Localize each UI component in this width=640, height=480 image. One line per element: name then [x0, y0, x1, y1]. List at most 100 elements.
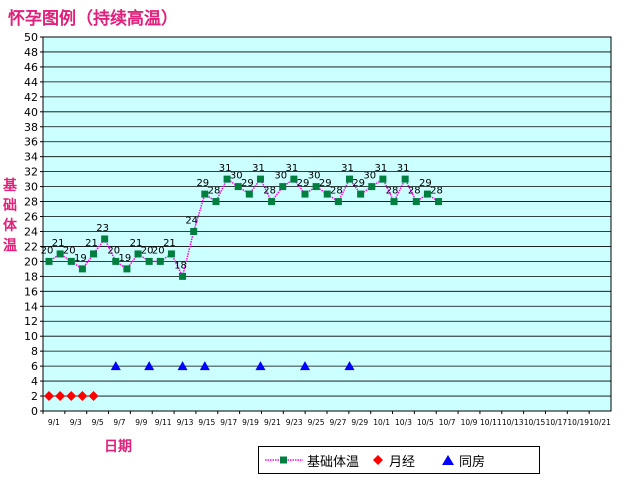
intercourse-marker — [299, 361, 310, 371]
temperature-point — [368, 183, 376, 191]
temperature-data-label: 20 — [41, 245, 54, 256]
legend-temperature-label: 基础体温 — [307, 454, 360, 470]
temperature-data-label: 31 — [341, 163, 354, 174]
temperature-data-label: 24 — [185, 215, 198, 226]
temperature-point — [301, 190, 309, 198]
y-tick-label: 28 — [24, 196, 38, 209]
temperature-data-label: 30 — [274, 171, 287, 182]
temperature-point — [201, 190, 209, 198]
y-tick-label: 8 — [31, 345, 38, 358]
x-tick-label: 9/9 — [135, 418, 147, 427]
temperature-data-label: 21 — [130, 238, 143, 249]
temperature-point — [245, 190, 253, 198]
temperature-data-label: 20 — [63, 245, 76, 256]
y-axis-label: 基础体温 — [3, 178, 17, 254]
temperature-data-label: 20 — [152, 245, 165, 256]
temperature-data-label: 30 — [230, 171, 243, 182]
temperature-point — [279, 183, 287, 191]
x-tick-label: 9/1 — [48, 418, 60, 427]
legend: 基础体温 月经 同房 — [258, 446, 540, 474]
x-tick-label: 9/25 — [308, 418, 325, 427]
temperature-point — [401, 175, 409, 183]
x-tick-label: 10/1 — [373, 418, 390, 427]
temperature-data-label: 28 — [408, 186, 421, 197]
temperature-point — [45, 257, 53, 265]
intercourse-marker — [110, 361, 121, 371]
temperature-point — [412, 198, 420, 206]
temperature-point — [123, 265, 131, 273]
y-tick-label: 34 — [24, 151, 38, 164]
y-tick-label: 38 — [24, 121, 38, 134]
temperature-point — [90, 250, 98, 258]
x-axis-label: 日期 — [104, 439, 132, 455]
temperature-data-label: 29 — [297, 178, 310, 189]
period-marker — [55, 391, 66, 402]
x-tick-label: 9/13 — [177, 418, 194, 427]
y-tick-label: 26 — [24, 211, 38, 224]
temperature-point — [190, 227, 198, 235]
temperature-data-label: 31 — [252, 163, 265, 174]
y-tick-label: 22 — [24, 240, 38, 253]
temperature-data-label: 21 — [163, 238, 176, 249]
temperature-point — [234, 183, 242, 191]
y-tick-label: 30 — [24, 181, 38, 194]
y-tick-label: 18 — [24, 270, 38, 283]
temperature-data-label: 28 — [386, 186, 399, 197]
plot-background — [42, 36, 612, 412]
y-tick-label: 40 — [24, 106, 38, 119]
temperature-point — [67, 257, 75, 265]
temperature-data-label: 30 — [363, 171, 376, 182]
temperature-data-label: 31 — [397, 163, 410, 174]
temperature-point — [145, 257, 153, 265]
temperature-data-label: 21 — [85, 238, 98, 249]
legend-intercourse-label: 同房 — [459, 454, 486, 470]
temperature-data-label: 29 — [352, 178, 365, 189]
x-tick-label: 10/7 — [439, 418, 456, 427]
x-tick-label: 9/17 — [220, 418, 237, 427]
x-tick-label: 9/11 — [155, 418, 172, 427]
y-tick-label: 36 — [24, 136, 38, 149]
period-marker — [77, 391, 88, 402]
x-tick-label: 9/7 — [113, 418, 125, 427]
temperature-data-label: 20 — [141, 245, 154, 256]
period-marker — [66, 391, 77, 402]
x-tick-label: 9/29 — [351, 418, 368, 427]
temperature-data-label: 19 — [119, 253, 132, 264]
x-tick-label: 10/19 — [567, 418, 589, 427]
period-marker — [88, 391, 99, 402]
y-tick-label: 32 — [24, 166, 38, 179]
y-tick-label: 16 — [24, 285, 38, 298]
temperature-point — [390, 198, 398, 206]
temperature-point — [290, 175, 298, 183]
x-tick-label: 10/5 — [417, 418, 434, 427]
chart-title: 怀孕图例（持续高温） — [8, 9, 178, 29]
y-tick-label: 14 — [24, 300, 38, 313]
x-tick-label: 10/13 — [502, 418, 524, 427]
temperature-data-label: 28 — [430, 186, 443, 197]
temperature-data-label: 30 — [308, 171, 321, 182]
temperature-data-label: 18 — [174, 260, 187, 271]
temperature-data-label: 21 — [52, 238, 65, 249]
x-tick-label: 10/15 — [524, 418, 546, 427]
y-tick-label: 48 — [24, 46, 38, 59]
temperature-point — [179, 272, 187, 280]
intercourse-marker — [199, 361, 210, 371]
legend-item-temperature: 基础体温 — [265, 451, 359, 470]
intercourse-marker — [255, 361, 266, 371]
temperature-data-label: 29 — [319, 178, 332, 189]
y-tick-label: 42 — [24, 91, 38, 104]
triangle-icon — [442, 455, 455, 465]
x-tick-label: 10/17 — [546, 418, 568, 427]
temperature-point — [346, 175, 354, 183]
temperature-data-label: 29 — [241, 178, 254, 189]
y-tick-label: 24 — [24, 225, 38, 238]
temperature-point — [223, 175, 231, 183]
x-tick-label: 9/5 — [92, 418, 104, 427]
x-tick-label: 9/21 — [264, 418, 281, 427]
y-tick-label: 2 — [31, 390, 38, 403]
y-tick-label: 44 — [24, 76, 38, 89]
temperature-data-label: 23 — [96, 223, 109, 234]
y-tick-label: 10 — [24, 330, 38, 343]
temperature-point — [101, 235, 109, 243]
x-tick-label: 9/23 — [286, 418, 303, 427]
